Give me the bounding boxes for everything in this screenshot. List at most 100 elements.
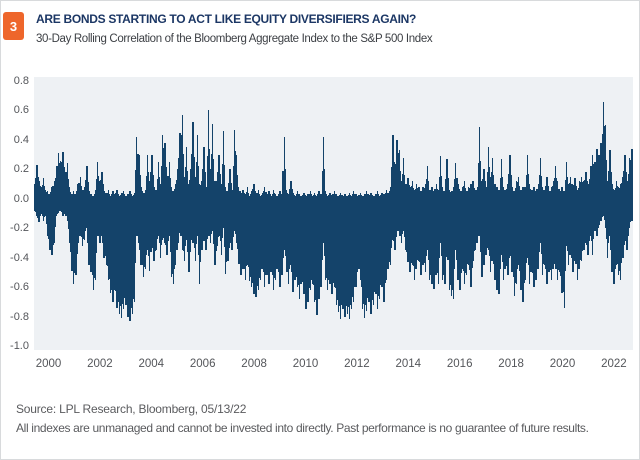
correlation-bar bbox=[283, 136, 285, 251]
correlation-bar bbox=[121, 193, 124, 305]
correlation-bar bbox=[149, 181, 151, 271]
correlation-bar bbox=[202, 169, 204, 242]
correlation-bar bbox=[319, 193, 321, 286]
y-tick-label: 0.2 bbox=[13, 163, 29, 176]
correlation-bar bbox=[264, 187, 266, 288]
correlation-bar bbox=[414, 188, 417, 269]
correlation-bar bbox=[576, 189, 578, 280]
correlation-bar bbox=[572, 187, 574, 273]
correlation-bar bbox=[61, 162, 63, 213]
correlation-bar bbox=[312, 195, 315, 286]
correlation-bar bbox=[280, 193, 282, 275]
correlation-bar bbox=[558, 188, 560, 270]
y-tick-label: -0.4 bbox=[10, 251, 29, 264]
correlation-bar bbox=[528, 184, 531, 285]
correlation-bar bbox=[402, 157, 405, 232]
correlation-bar bbox=[272, 189, 275, 291]
y-tick-label: -0.2 bbox=[10, 222, 29, 235]
correlation-bar bbox=[601, 133, 603, 218]
correlation-bar bbox=[423, 187, 425, 264]
correlation-bar bbox=[384, 193, 386, 284]
correlation-bar bbox=[613, 189, 615, 285]
correlation-bar bbox=[591, 154, 594, 255]
correlation-bar bbox=[422, 187, 424, 266]
correlation-bar bbox=[166, 181, 168, 255]
correlation-bar bbox=[128, 193, 130, 310]
correlation-bar bbox=[484, 181, 486, 255]
correlation-bar bbox=[391, 166, 393, 249]
correlation-bar bbox=[499, 178, 501, 269]
correlation-bar bbox=[180, 134, 182, 237]
correlation-bar bbox=[293, 195, 295, 279]
correlation-bar bbox=[475, 190, 478, 243]
correlation-bar bbox=[627, 173, 629, 237]
correlation-bar bbox=[554, 166, 557, 270]
correlation-bar bbox=[292, 192, 294, 292]
correlation-bar bbox=[470, 184, 472, 288]
correlation-bar bbox=[260, 195, 263, 269]
correlation-bar bbox=[209, 169, 212, 243]
correlation-bar bbox=[350, 195, 353, 310]
y-tick-label: -1.0 bbox=[10, 340, 29, 352]
correlation-bar bbox=[210, 154, 213, 234]
correlation-bar bbox=[436, 188, 438, 274]
correlation-bar bbox=[215, 183, 217, 251]
correlation-bar bbox=[425, 178, 428, 257]
correlation-bar bbox=[509, 154, 511, 251]
correlation-bar bbox=[483, 169, 485, 266]
correlation-bar bbox=[535, 191, 537, 280]
correlation-bar bbox=[277, 195, 279, 270]
correlation-bar bbox=[142, 192, 144, 277]
correlation-bar bbox=[625, 172, 627, 242]
correlation-bar bbox=[194, 176, 197, 261]
correlation-bar bbox=[241, 192, 243, 267]
correlation-bar bbox=[387, 192, 390, 270]
correlation-bar bbox=[342, 195, 344, 310]
correlation-bar bbox=[124, 194, 126, 299]
correlation-bar bbox=[126, 195, 128, 302]
correlation-bar bbox=[93, 193, 96, 278]
correlation-bar bbox=[590, 166, 593, 242]
correlation-bar bbox=[262, 191, 265, 272]
correlation-bar bbox=[233, 129, 236, 232]
correlation-bar bbox=[323, 169, 326, 257]
correlation-bar bbox=[631, 148, 633, 221]
correlation-bar bbox=[270, 195, 272, 273]
correlation-bar bbox=[70, 194, 73, 271]
correlation-bar bbox=[512, 190, 514, 278]
correlation-bar bbox=[553, 177, 556, 264]
correlation-bar bbox=[275, 195, 278, 269]
correlation-bar bbox=[385, 189, 387, 280]
correlation-bar bbox=[153, 187, 155, 261]
correlation-bar bbox=[626, 181, 628, 251]
correlation-bar bbox=[580, 176, 583, 261]
correlation-bar bbox=[476, 187, 479, 243]
correlation-bar bbox=[71, 193, 74, 272]
correlation-bar bbox=[503, 190, 506, 269]
correlation-bar bbox=[489, 176, 492, 273]
correlation-bar bbox=[409, 187, 411, 273]
correlation-bar bbox=[380, 195, 382, 286]
correlation-bar bbox=[311, 195, 314, 285]
correlation-bar bbox=[515, 181, 518, 285]
x-tick-label: 2014 bbox=[395, 358, 422, 370]
correlation-bar bbox=[83, 187, 86, 240]
correlation-bar bbox=[313, 192, 316, 302]
correlation-bar bbox=[295, 194, 297, 277]
correlation-bar bbox=[79, 176, 81, 236]
correlation-bar bbox=[374, 194, 377, 295]
correlation-bar bbox=[109, 195, 112, 293]
correlation-bar bbox=[240, 192, 242, 276]
figure-number: 3 bbox=[9, 18, 18, 34]
correlation-bar bbox=[39, 186, 41, 217]
correlation-bar bbox=[602, 101, 605, 217]
correlation-bar bbox=[134, 169, 137, 264]
correlation-bar bbox=[226, 190, 228, 262]
correlation-bar bbox=[90, 194, 92, 273]
correlation-bar bbox=[362, 195, 365, 305]
correlation-bar bbox=[176, 180, 178, 250]
correlation-bar bbox=[269, 194, 271, 272]
correlation-bar bbox=[379, 195, 381, 299]
correlation-bar bbox=[424, 184, 427, 273]
